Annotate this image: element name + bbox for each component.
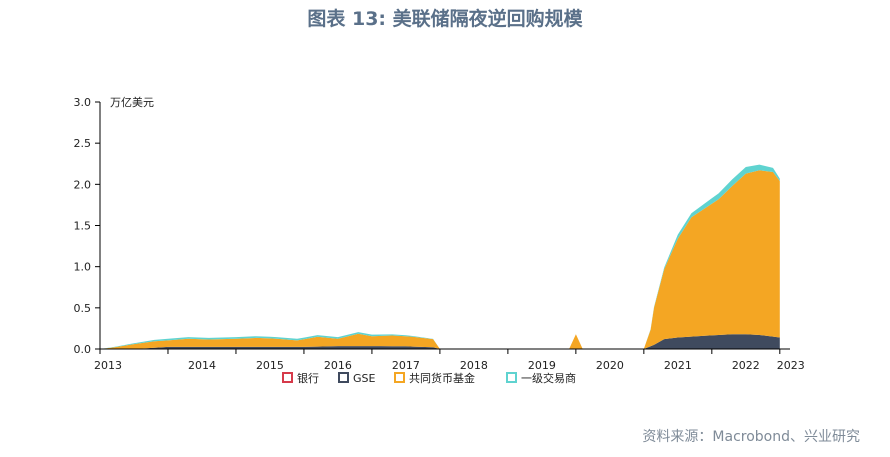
y-tick-label: 3.0 <box>74 96 92 109</box>
y-tick-label: 0.5 <box>74 302 92 315</box>
axes-layer: 0.0 0.5 1.0 1.5 2.0 2.5 3.0 2013 2014 2015 2016 201… <box>74 96 805 372</box>
x-tick-label: 2017 <box>392 359 420 372</box>
legend-swatch <box>338 372 349 383</box>
legend-label: 银行 <box>297 371 319 385</box>
x-tick-label: 2014 <box>188 359 216 372</box>
y-tick-label: 2.0 <box>74 178 92 191</box>
legend-label: 共同货币基金 <box>409 371 475 385</box>
x-tick-label: 2022 <box>732 359 760 372</box>
x-tick-label: 2023 <box>777 359 805 372</box>
x-tick-label: 2019 <box>528 359 556 372</box>
x-tick-label: 2015 <box>256 359 284 372</box>
series-area-2 <box>100 170 780 349</box>
y-tick-label: 0.0 <box>74 343 92 356</box>
area-layer <box>100 164 780 349</box>
x-tick-label: 2016 <box>324 359 352 372</box>
y-tick-label: 1.5 <box>74 220 92 233</box>
y-tick-label: 1.0 <box>74 261 92 274</box>
legend-label: 一级交易商 <box>521 371 576 385</box>
x-tick-label: 2021 <box>664 359 692 372</box>
x-tick-label: 2013 <box>94 359 122 372</box>
x-tick-label: 2018 <box>460 359 488 372</box>
legend-label: GSE <box>353 372 376 385</box>
unit-label: 万亿美元 <box>110 96 154 109</box>
x-tick-label: 2020 <box>596 359 624 372</box>
legend-swatch <box>394 372 405 383</box>
y-tick-label: 2.5 <box>74 137 92 150</box>
chart-title: 图表 13: 美联储隔夜逆回购规模 <box>307 8 583 30</box>
source-note: 资料来源：Macrobond、兴业研究 <box>642 429 860 445</box>
legend-swatch <box>506 372 517 383</box>
legend-swatch <box>282 372 293 383</box>
series-area-1 <box>100 334 780 349</box>
legend: 银行 GSE 共同货币基金 一级交易商 <box>282 371 576 385</box>
